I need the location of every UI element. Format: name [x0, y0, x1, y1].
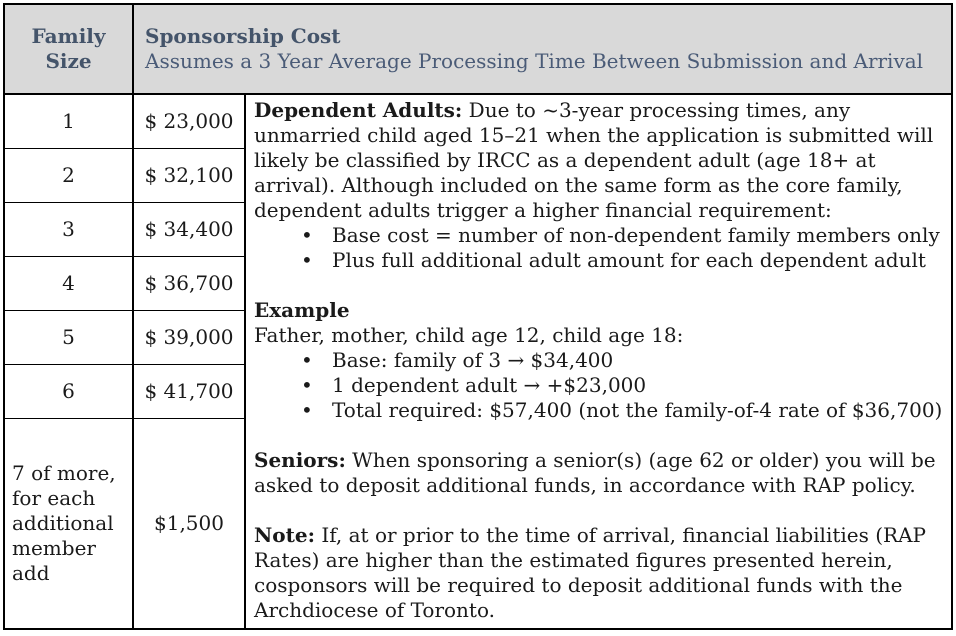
seniors-label: Seniors:: [254, 448, 346, 472]
table-row-size-5: 5: [5, 311, 134, 365]
list-item: 1 dependent adult → +$23,000: [301, 373, 943, 398]
table-row-size-2: 2: [5, 149, 134, 203]
table-row-cost-6: $ 41,700: [134, 365, 246, 419]
table-row-size-3: 3: [5, 203, 134, 257]
table-row-cost-5: $ 39,000: [134, 311, 246, 365]
sponsorship-cost-subtitle: Assumes a 3 Year Average Processing Time…: [145, 49, 924, 73]
table-row-size-6: 6: [5, 365, 134, 419]
dependent-adults-bullet-list: Base cost = number of non-dependent fami…: [254, 223, 943, 273]
table-row-cost-7plus: $1,500: [134, 419, 246, 628]
table-row-size-1: 1: [5, 95, 134, 149]
column-header-family-size: Family Size: [5, 5, 134, 95]
table-row-size-4: 4: [5, 257, 134, 311]
family-size-header-label: Family Size: [31, 24, 106, 73]
sponsorship-cost-title: Sponsorship Cost: [145, 24, 341, 48]
table-row-cost-2: $ 32,100: [134, 149, 246, 203]
notes-panel: Dependent Adults: Due to ~3-year process…: [246, 95, 951, 628]
rates-table: Family Size Sponsorship Cost Assumes a 3…: [3, 3, 953, 630]
dependent-adults-text: Due to ~3-year processing times, any unm…: [254, 98, 934, 222]
example-intro: Father, mother, child age 12, child age …: [254, 323, 684, 347]
table-row-cost-4: $ 36,700: [134, 257, 246, 311]
table-row-size-7plus: 7 of more, for each additional member ad…: [5, 419, 134, 628]
sponsorship-cost-table: Family Size Sponsorship Cost Assumes a 3…: [3, 3, 953, 630]
dependent-adults-paragraph: Dependent Adults: Due to ~3-year process…: [254, 98, 943, 223]
note-paragraph: Note: If, at or prior to the time of arr…: [254, 523, 943, 623]
example-bullet-list: Base: family of 3 → $34,400 1 dependent …: [254, 348, 943, 423]
table-row-cost-1: $ 23,000: [134, 95, 246, 149]
example-title: Example: [254, 298, 350, 322]
table-row-cost-3: $ 34,400: [134, 203, 246, 257]
list-item: Base cost = number of non-dependent fami…: [301, 223, 943, 248]
note-label: Note:: [254, 523, 315, 547]
dependent-adults-label: Dependent Adults:: [254, 98, 463, 122]
list-item: Plus full additional adult amount for ea…: [301, 248, 943, 273]
list-item: Total required: $57,400 (not the family-…: [301, 398, 943, 423]
column-header-sponsorship-cost: Sponsorship Cost Assumes a 3 Year Averag…: [134, 5, 951, 95]
list-item: Base: family of 3 → $34,400: [301, 348, 943, 373]
seniors-text: When sponsoring a senior(s) (age 62 or o…: [254, 448, 936, 497]
note-text: If, at or prior to the time of arrival, …: [254, 523, 927, 622]
seniors-paragraph: Seniors: When sponsoring a senior(s) (ag…: [254, 448, 943, 498]
